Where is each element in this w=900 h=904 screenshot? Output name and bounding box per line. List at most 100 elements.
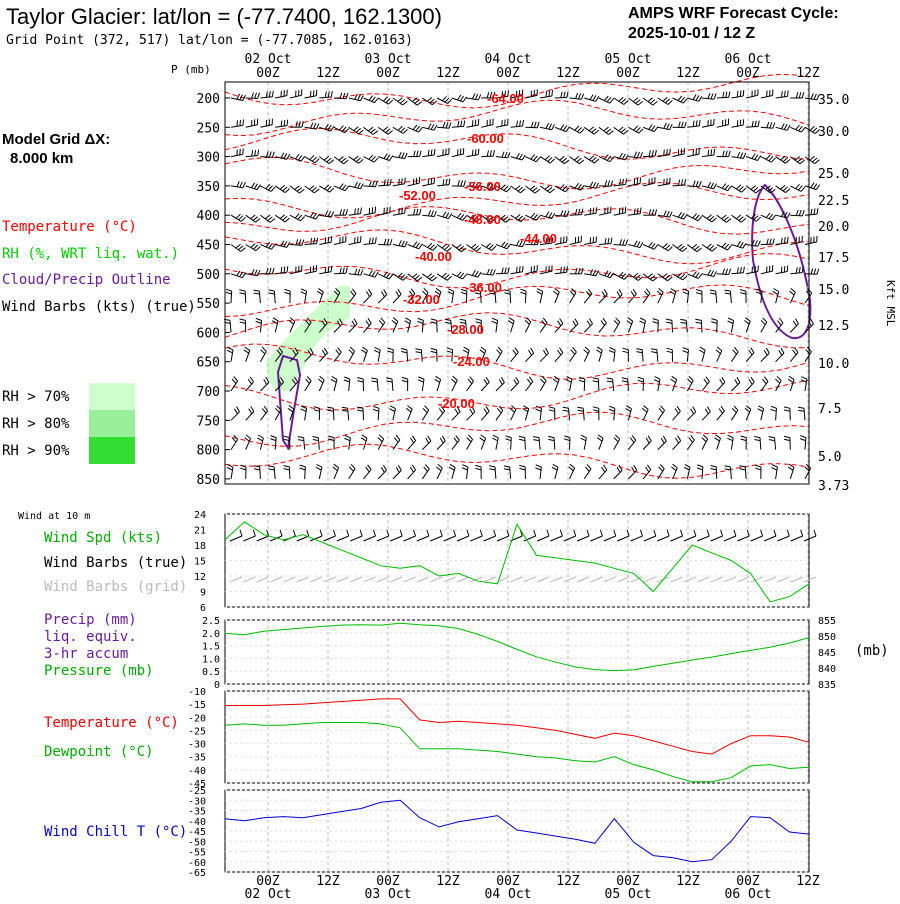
profile-grid: 2002503003504004505005506006507007508008…	[197, 82, 850, 494]
wind-barb-feather	[787, 237, 788, 243]
wind-barb-feather	[523, 120, 524, 126]
wind10m-barb-true	[671, 536, 683, 541]
wind-barb-feather	[264, 379, 267, 384]
wind-barb	[511, 438, 512, 450]
legend-wind-barbs: Wind Barbs (kts) (true)	[2, 299, 196, 315]
wind-barb-feather	[678, 96, 682, 101]
wind-barb-feather	[723, 151, 725, 157]
wind-barb-feather	[314, 189, 319, 193]
wind-barb-feather	[711, 93, 713, 99]
wind-barb-feather	[784, 410, 790, 411]
wind10m-tick-label: 9	[200, 588, 206, 599]
legend-temperature: Temperature (°C)	[2, 219, 137, 235]
wind-barb-feather	[520, 292, 526, 294]
wind-barb-feather	[501, 215, 506, 219]
wind10m-title: Wind at 10 m	[18, 511, 90, 522]
wind10m-barb-true-feather	[387, 530, 389, 536]
rh-legend-90-swatch	[89, 437, 135, 464]
wind-barb-feather	[781, 185, 786, 189]
top-hour-label: 12Z	[436, 66, 460, 81]
wind-barb-feather	[300, 189, 305, 193]
wind-barb-feather	[271, 245, 275, 250]
model-cycle-label: AMPS WRF Forecast Cycle:	[628, 5, 839, 22]
top-hour-label: 12Z	[556, 66, 580, 81]
wind-barb-feather	[604, 96, 608, 101]
wind-barb-feather	[723, 92, 724, 98]
wind10m-barb-true	[751, 536, 763, 541]
wind-barb-feather	[493, 150, 494, 156]
wind-barb-feather	[741, 439, 747, 441]
wind-barb-feather	[745, 408, 750, 412]
wind-barb-feather	[677, 406, 680, 411]
wind-barb-feather	[579, 380, 585, 382]
wind-barb-feather	[269, 268, 271, 274]
wind-barb	[305, 291, 307, 303]
wind-barb-feather	[361, 438, 366, 441]
wind-barb-feather	[402, 153, 404, 159]
wind-barb-feather	[270, 439, 276, 441]
wind-barb-feather	[519, 436, 525, 437]
wind-barb-feather	[234, 409, 237, 414]
wind-barb-feather	[352, 289, 356, 294]
wind-barb-feather	[726, 151, 728, 157]
wind-barb	[570, 352, 577, 362]
temperature-contour	[225, 444, 809, 478]
wind-barb	[245, 291, 246, 303]
wind-barb-feather	[354, 319, 357, 324]
wind-barb-feather	[722, 377, 725, 382]
wind-barb-feather	[449, 214, 452, 219]
wind-barb-feather	[519, 468, 525, 470]
wind-barb-feather	[733, 350, 737, 355]
wind-barb-feather	[693, 95, 696, 100]
wind-barb-feather	[425, 406, 429, 410]
wind-barb-feather	[607, 381, 613, 382]
wind-barb-feather	[767, 122, 769, 128]
wind-barb-feather	[258, 435, 263, 438]
wind-barb-feather	[593, 270, 596, 276]
wind10m-barb-true-feather	[707, 530, 709, 536]
bottom-date-label: 02 Oct	[245, 887, 292, 900]
wind-barb	[642, 350, 643, 362]
wind-barb-feather	[314, 123, 316, 129]
wind10m-tick-label: 24	[194, 510, 206, 521]
wind-barb-feather	[371, 156, 375, 160]
top-date-label: 06 Oct	[725, 52, 772, 67]
wind-barb-feather	[607, 378, 613, 379]
wind-barb-feather	[318, 288, 323, 291]
wind-barb-feather	[252, 150, 253, 156]
wind-barb-feather	[501, 185, 505, 189]
bottom-date-label: 04 Oct	[485, 887, 532, 900]
wind-barb-feather	[611, 238, 612, 244]
wind-barb-feather	[368, 318, 371, 323]
wind-barb-feather	[646, 438, 649, 443]
wind-barb-feather	[561, 210, 563, 216]
wind-barb-feather	[775, 379, 779, 383]
wind-barb-feather	[623, 179, 624, 185]
wind-barb-feather	[681, 322, 687, 323]
wind-barb-feather	[256, 218, 261, 222]
wind-barb-feather	[786, 159, 791, 163]
wind-barb-feather	[472, 120, 473, 126]
wind-barb-feather	[810, 156, 815, 160]
wind-barb-feather	[702, 438, 706, 442]
wind-barb-feather	[777, 376, 781, 380]
wind-barb-feather	[529, 377, 533, 382]
wind-barb-feather	[575, 183, 579, 188]
wind-barb-feather	[739, 187, 743, 191]
wind-barb-feather	[443, 122, 445, 128]
wind-barb-feather	[640, 242, 643, 247]
wind-barb-feather	[628, 318, 633, 322]
wind-barb-feather	[800, 436, 806, 438]
wind-barb-feather	[453, 376, 458, 380]
wind-barb-feather	[381, 467, 384, 472]
temperature-contour	[225, 285, 809, 317]
wind-barb-feather	[313, 437, 319, 438]
wind-barb-feather	[801, 128, 805, 133]
wind-barb	[378, 350, 380, 362]
wind-barb-feather	[663, 274, 668, 278]
wind-barb-feather	[683, 99, 687, 104]
wind-barb-feather	[667, 351, 673, 353]
wind-barb-feather	[637, 242, 640, 247]
wind-barb-feather	[546, 212, 549, 217]
wind-barb-feather	[624, 275, 628, 279]
